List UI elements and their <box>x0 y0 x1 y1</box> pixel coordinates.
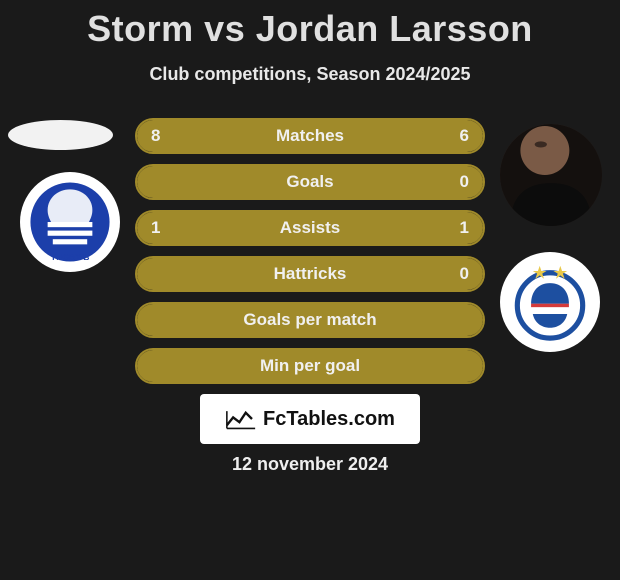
brand-box[interactable]: FcTables.com <box>200 394 420 444</box>
comparison-card: Storm vs Jordan Larsson Club competition… <box>0 0 620 580</box>
subtitle: Club competitions, Season 2024/2025 <box>0 64 620 85</box>
stat-row: 8 Matches 6 <box>135 118 485 154</box>
stat-value-right: 6 <box>460 126 469 146</box>
page-title: Storm vs Jordan Larsson <box>0 0 620 50</box>
stat-label: Goals <box>286 172 333 192</box>
stat-value-right: 1 <box>460 218 469 238</box>
stat-label: Min per goal <box>260 356 360 376</box>
stat-row: 1 Assists 1 <box>135 210 485 246</box>
svg-text:YNGBY B: YNGBY B <box>51 252 90 262</box>
stat-row: Goals per match <box>135 302 485 338</box>
date-label: 12 november 2024 <box>0 454 620 475</box>
stat-label: Goals per match <box>243 310 376 330</box>
player-left-avatar <box>8 120 113 150</box>
stat-label: Hattricks <box>274 264 347 284</box>
stat-row: Min per goal <box>135 348 485 384</box>
player-silhouette-icon <box>500 124 602 226</box>
fck-badge-icon <box>507 259 593 345</box>
lyngby-badge-icon: YNGBY B <box>27 179 113 265</box>
stat-value-left: 1 <box>151 218 160 238</box>
stat-row: Hattricks 0 <box>135 256 485 292</box>
stat-value-left: 8 <box>151 126 160 146</box>
club-left-badge: YNGBY B <box>20 172 120 272</box>
club-right-badge <box>500 252 600 352</box>
stat-label: Assists <box>280 218 340 238</box>
stat-row: Goals 0 <box>135 164 485 200</box>
brand-logo-icon <box>225 408 257 430</box>
stat-value-right: 0 <box>460 172 469 192</box>
stat-label: Matches <box>276 126 344 146</box>
player-right-avatar <box>500 124 602 226</box>
brand-label: FcTables.com <box>263 408 395 431</box>
stat-value-right: 0 <box>460 264 469 284</box>
stats-list: 8 Matches 6 Goals 0 1 Assists 1 Hattricks 0 Goals … <box>135 118 485 384</box>
